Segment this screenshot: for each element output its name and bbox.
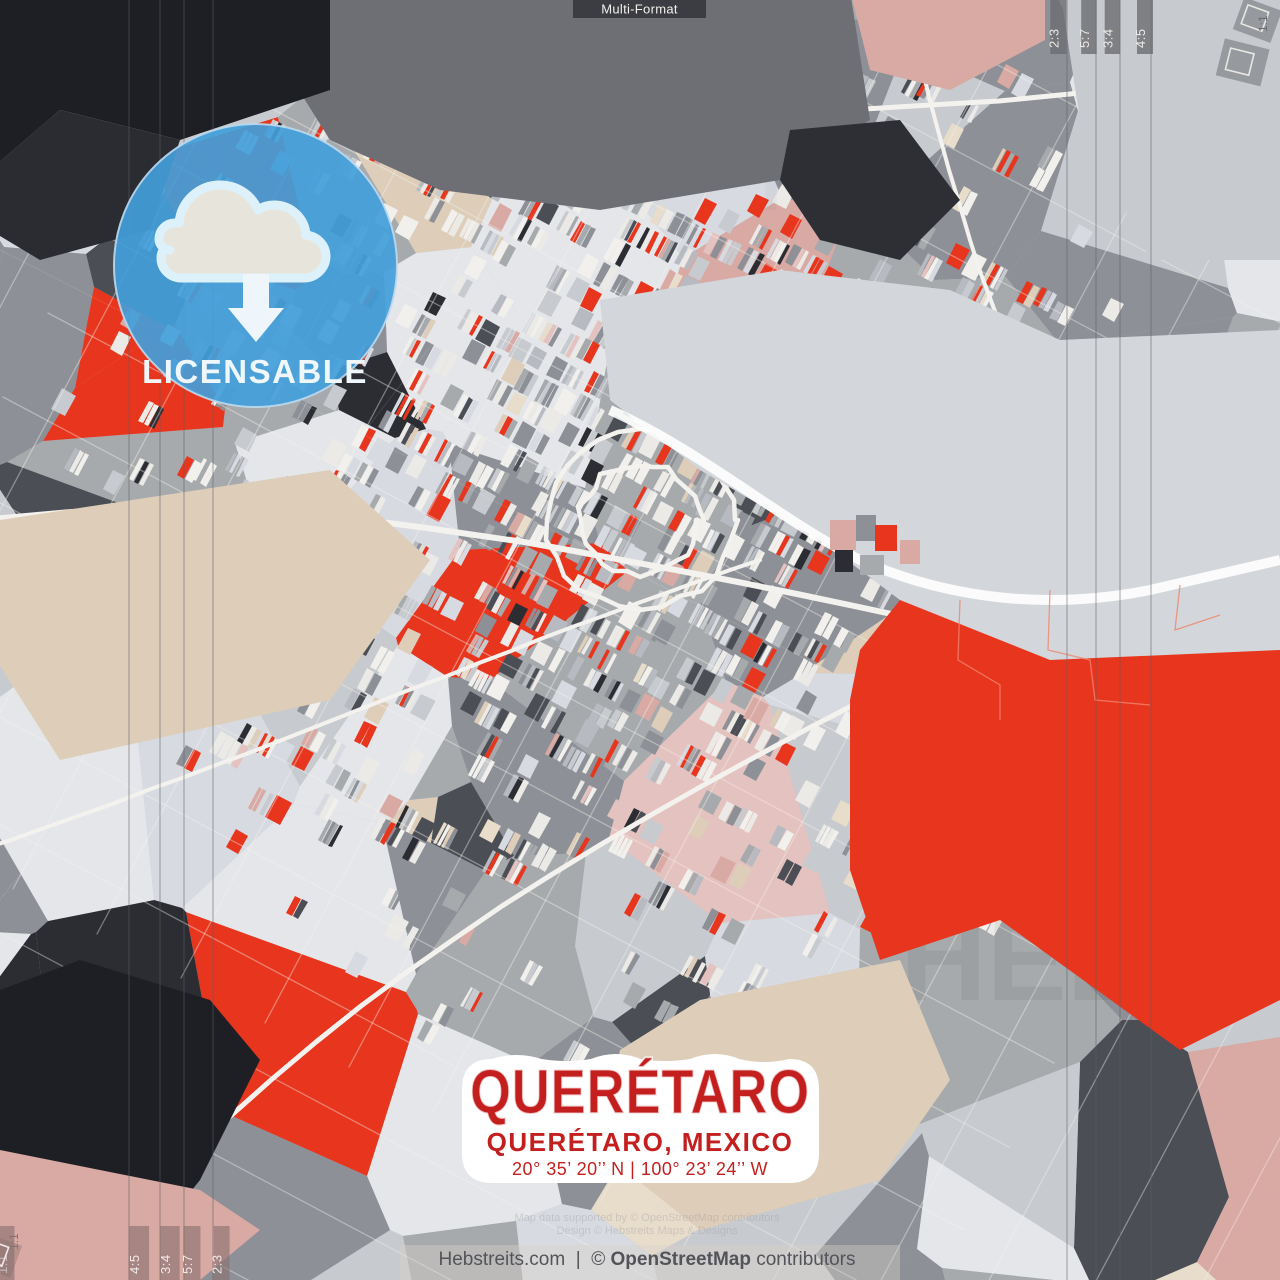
svg-text:Multi-Format: Multi-Format (601, 2, 678, 17)
svg-text:5:7: 5:7 (180, 1254, 195, 1274)
svg-text:3:4: 3:4 (1101, 28, 1116, 48)
svg-text:QUERÉTARO, MEXICO: QUERÉTARO, MEXICO (487, 1127, 794, 1157)
svg-text:4:5: 4:5 (1133, 28, 1148, 48)
svg-text:QUERÉTARO: QUERÉTARO (470, 1058, 810, 1127)
svg-text:1:1: 1:1 (1256, 15, 1270, 32)
svg-text:5:7: 5:7 (1077, 28, 1092, 48)
svg-text:Hebstreits.com | © OpenStree: Hebstreits.com | © OpenStreetMap contrib… (439, 1249, 856, 1270)
svg-text:3:4: 3:4 (158, 1254, 173, 1274)
svg-text:2:3: 2:3 (1046, 28, 1061, 48)
svg-text:LICENSABLE: LICENSABLE (142, 353, 368, 390)
svg-text:20° 35’ 20’’ N | 100° 23’: 20° 35’ 20’’ N | 100° 23’ 24’’ W (512, 1159, 768, 1179)
svg-text:1:1: 1:1 (7, 1233, 21, 1250)
svg-text:2:3: 2:3 (210, 1254, 225, 1274)
svg-text:4:5: 4:5 (127, 1254, 142, 1274)
svg-text:Map data supported by © OpenSt: Map data supported by © OpenStreetMap co… (515, 1212, 780, 1224)
svg-text:Design © Hebstreits Maps & Des: Design © Hebstreits Maps & Designs (556, 1225, 738, 1237)
